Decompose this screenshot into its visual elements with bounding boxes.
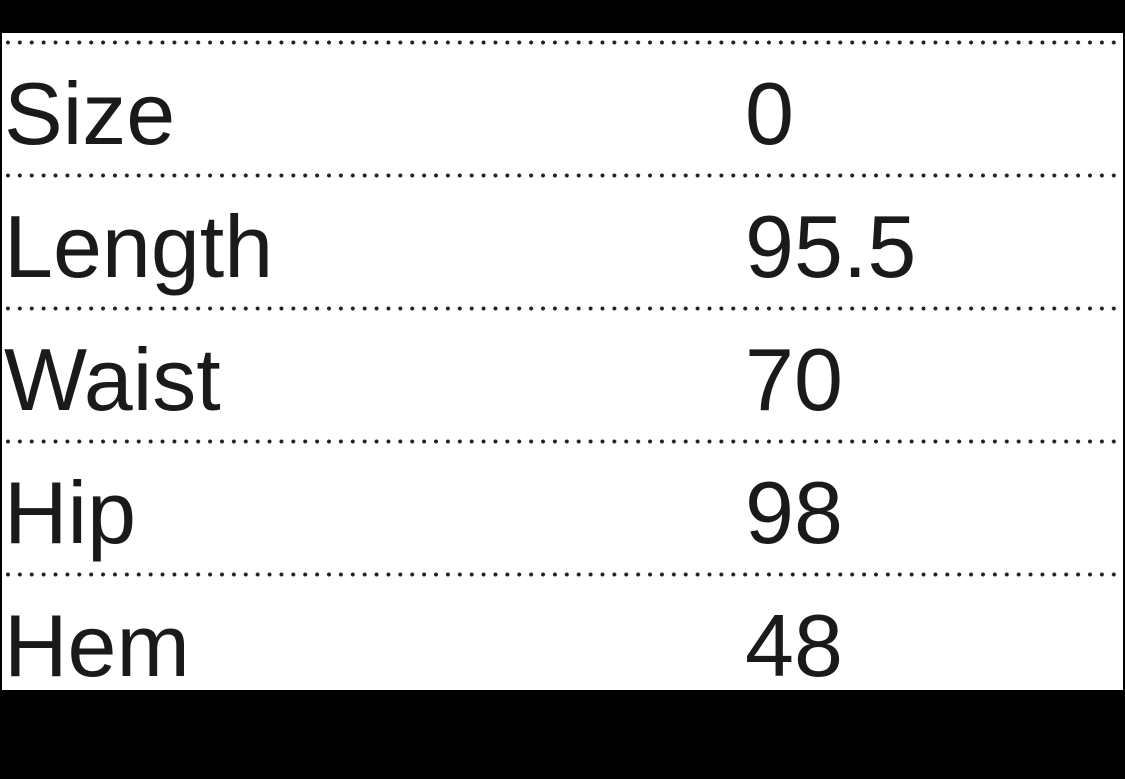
row-divider — [2, 572, 1123, 577]
row-divider — [2, 306, 1123, 311]
row-value: 98 — [745, 463, 843, 562]
row-label: Size — [4, 64, 176, 163]
table-row: Hip 98 — [2, 441, 1123, 574]
size-table: Size 0 Length 95.5 Waist 70 Hip 98 Hem 48 — [2, 33, 1123, 690]
row-divider — [2, 439, 1123, 444]
row-value: 70 — [745, 330, 843, 429]
table-row: Size 0 — [2, 42, 1123, 175]
row-value: 48 — [745, 596, 843, 695]
row-divider — [2, 173, 1123, 178]
row-divider — [2, 40, 1123, 45]
table-row: Hem 48 — [2, 574, 1123, 707]
table-row: Length 95.5 — [2, 175, 1123, 308]
row-label: Hem — [4, 596, 190, 695]
row-value: 0 — [745, 64, 794, 163]
row-value: 95.5 — [745, 197, 917, 296]
row-label: Length — [4, 197, 274, 296]
row-label: Waist — [4, 330, 221, 429]
row-label: Hip — [4, 463, 137, 562]
table-row: Waist 70 — [2, 308, 1123, 441]
